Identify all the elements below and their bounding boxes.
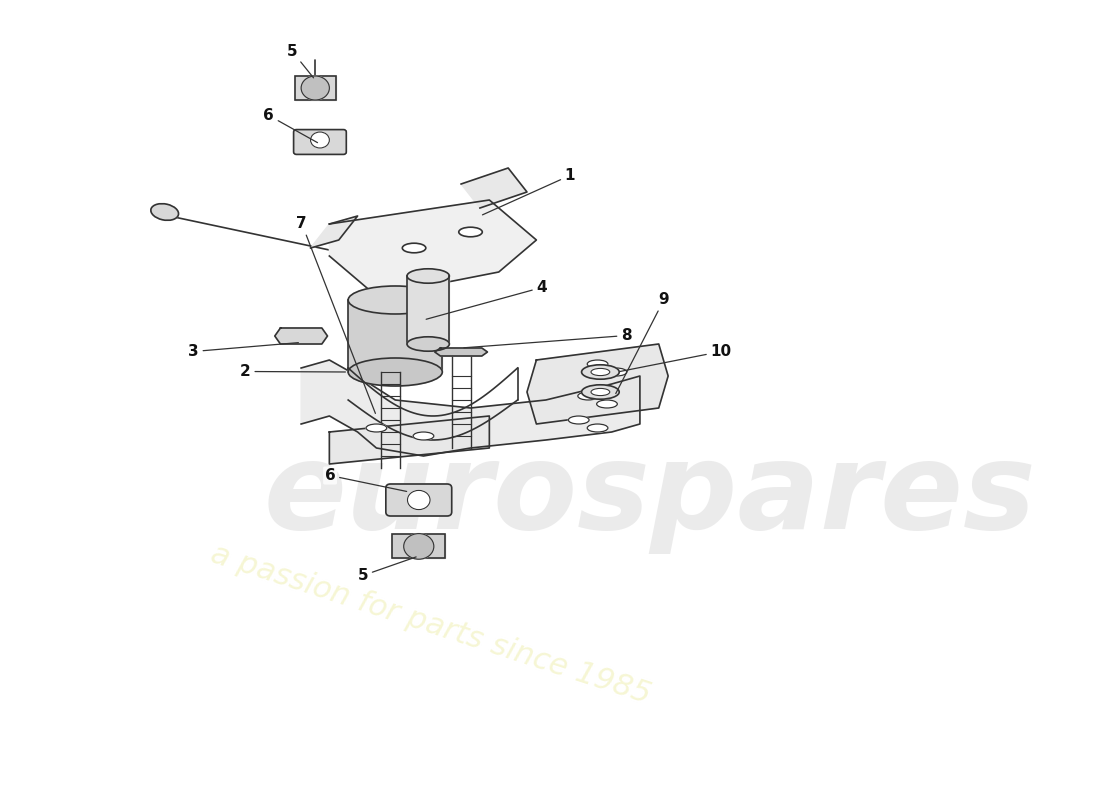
Ellipse shape [587,360,608,368]
Ellipse shape [349,358,442,386]
Text: 2: 2 [240,364,345,379]
Text: 5: 5 [287,44,314,78]
Polygon shape [329,416,490,464]
Ellipse shape [582,365,619,379]
FancyBboxPatch shape [393,534,446,558]
Ellipse shape [591,388,609,396]
Polygon shape [329,200,537,296]
Polygon shape [310,216,358,248]
Ellipse shape [407,269,450,283]
Polygon shape [407,276,449,344]
Text: 8: 8 [464,328,631,348]
Text: 10: 10 [620,344,732,371]
Ellipse shape [459,227,482,237]
Ellipse shape [591,368,609,376]
Text: 5: 5 [358,557,416,583]
Text: a passion for parts since 1985: a passion for parts since 1985 [207,539,654,709]
Ellipse shape [403,243,426,253]
Text: 4: 4 [426,280,547,319]
Ellipse shape [582,385,619,399]
Ellipse shape [587,424,608,432]
Ellipse shape [414,432,433,440]
Ellipse shape [606,368,627,376]
Ellipse shape [569,416,590,424]
Polygon shape [434,348,487,356]
Ellipse shape [366,424,387,432]
Ellipse shape [578,392,598,400]
Text: 6: 6 [324,468,407,491]
Circle shape [301,76,329,100]
Polygon shape [461,168,527,208]
Text: 6: 6 [264,108,318,142]
Polygon shape [527,344,668,424]
Circle shape [407,490,430,510]
FancyBboxPatch shape [295,76,336,100]
Polygon shape [275,328,328,344]
Text: 1: 1 [483,168,575,215]
FancyBboxPatch shape [386,484,452,516]
FancyBboxPatch shape [294,130,346,154]
Circle shape [404,534,433,559]
Text: 3: 3 [188,342,298,359]
Ellipse shape [407,337,450,351]
Ellipse shape [596,400,617,408]
Text: 9: 9 [616,292,670,394]
Text: 7: 7 [296,216,375,414]
Ellipse shape [349,286,442,314]
Ellipse shape [151,204,178,220]
Circle shape [310,132,329,148]
Polygon shape [349,300,442,372]
Text: eurospares: eurospares [264,438,1036,554]
Polygon shape [301,360,640,456]
